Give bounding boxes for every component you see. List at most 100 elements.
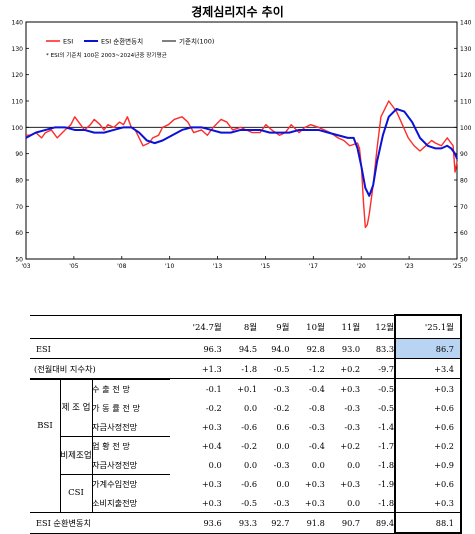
x-tick-label: '23	[404, 263, 413, 270]
group-label-bsi: BSI	[37, 421, 53, 432]
y-tick-label: 60	[15, 230, 23, 237]
series-esi-line	[26, 100, 458, 229]
legend-esi-label: ESI	[63, 38, 73, 46]
table-cell: 0.0	[208, 459, 222, 470]
table-row-sub: 자금사정전망 +0.3 -0.6 0.6 -0.3 -0.3 -1.4 +0.6	[30, 417, 462, 436]
table-row-sub: 가계수입전망 +0.3 -0.6 0.0 +0.3 +0.3 -1.9 +0.6	[30, 474, 462, 493]
y-tick-label: 70	[15, 204, 23, 211]
table-cell-current: +3.4	[394, 358, 462, 379]
y-tick-label-right: 50	[460, 257, 468, 264]
table-cell-current: +0.3	[394, 378, 462, 398]
legend-cyclical-label: ESI 순환변동치	[101, 37, 143, 46]
table-cell: -0.2	[205, 402, 222, 413]
y-tick-label-right: 110	[460, 99, 472, 106]
table-row-sub: 자금사정전망 0.0 0.0 -0.3 0.0 0.0 -1.8 +0.9	[30, 455, 462, 474]
x-tick-label: '25	[452, 263, 461, 270]
row-label: (전월대비 지수차)	[30, 358, 170, 379]
table-cell: +1.3	[170, 358, 222, 379]
x-tick-label: '03	[21, 263, 30, 270]
group-label-nonmanufacturing: 비제조업	[60, 451, 92, 461]
row-label: 자금사정전망	[92, 459, 138, 470]
row-label: 수 출 전 망	[92, 383, 130, 394]
table-cell: -0.4	[309, 383, 325, 394]
x-tick-label: '10	[165, 263, 174, 270]
row-label: 업 황 전 망	[92, 440, 130, 451]
table-cell-current: +0.2	[394, 436, 462, 455]
y-tick-label-right: 70	[460, 204, 468, 211]
table-cell: -0.8	[309, 402, 325, 413]
chart-title: 경제심리지수 추이	[191, 5, 284, 19]
table-row-sub: 업 황 전 망 +0.4 -0.2 0.0 -0.4 +0.2 -1.7 +0.2	[30, 436, 462, 455]
table-cell: -0.3	[273, 383, 290, 394]
table-cell: +0.3	[201, 421, 222, 432]
table-cell: -0.6	[241, 478, 258, 489]
table-cell: 91.8	[289, 512, 325, 534]
table-cell: +0.2	[340, 440, 361, 451]
x-tick-label: '17	[309, 263, 318, 270]
table-cell-current: +0.6	[394, 398, 462, 417]
table-cell: +0.3	[340, 478, 361, 489]
table-cell: 94.5	[221, 338, 258, 359]
table-cell: 0.0	[276, 478, 290, 489]
table-cell: +0.1	[237, 383, 258, 394]
y-tick-label-right: 80	[460, 178, 468, 185]
row-label: 가계수입전망	[92, 478, 138, 489]
table-cell: 0.0	[276, 440, 290, 451]
table-cell: 93.3	[221, 512, 258, 534]
y-tick-label-right: 120	[460, 72, 472, 79]
y-tick-label-right: 130	[460, 46, 472, 53]
y-tick-label: 90	[15, 151, 23, 158]
table-cell-current: 88.1	[394, 512, 462, 534]
table-cell: -0.2	[273, 402, 290, 413]
table-cell: 93.6	[170, 512, 222, 534]
chart-note: * ESI의 기준치 100은 2003~2024년중 장기평균	[46, 51, 167, 59]
table-cell: 93.0	[324, 338, 361, 359]
table-cell: -0.3	[309, 421, 325, 432]
table-row-mom: (전월대비 지수차) +1.3 -1.8 -0.5 -1.2 +0.2 -9.7…	[30, 358, 462, 379]
table-cell: 92.7	[257, 512, 290, 534]
table-cell: -1.7	[378, 440, 395, 451]
col-header: 12월	[360, 314, 396, 339]
col-header: 11월	[324, 314, 361, 339]
row-label: 가 동 률 전 망	[92, 402, 141, 413]
x-tick-label: '20	[357, 263, 366, 270]
table-cell: -0.3	[273, 459, 290, 470]
table-cell: 94.0	[257, 338, 290, 359]
y-tick-label: 110	[12, 99, 24, 106]
y-tick-label: 120	[12, 72, 24, 79]
table-cell: +0.3	[304, 497, 325, 508]
group-label-manufacturing: 제 조 업	[61, 403, 91, 414]
table-cell-current: 86.7	[394, 338, 462, 359]
table-header-row: '24.7월 8월 9월 10월 11월 12월 '25.1월	[30, 314, 462, 339]
table-cell: +0.3	[201, 478, 222, 489]
table-row-sub: 가 동 률 전 망 -0.2 0.0 -0.2 -0.8 -0.3 -0.5 +0.6	[30, 398, 462, 417]
col-header: 10월	[289, 314, 325, 339]
table-cell: 0.0	[244, 402, 258, 413]
y-tick-label-right: 60	[460, 230, 468, 237]
header-blank	[30, 314, 170, 339]
y-tick-label-right: 90	[460, 151, 468, 158]
x-tick-label: '15	[261, 263, 270, 270]
table-cell-current: +0.9	[394, 455, 462, 474]
table-cell: -0.5	[378, 402, 395, 413]
y-tick-label: 50	[15, 257, 23, 264]
row-label: 자금사정전망	[92, 421, 138, 432]
col-header: 8월	[221, 314, 258, 339]
table-cell: -1.9	[378, 478, 395, 489]
y-tick-label-right: 100	[460, 125, 472, 132]
table-cell: 0.6	[276, 421, 290, 432]
table-cell: 90.7	[324, 512, 361, 534]
y-tick-label-right: 140	[460, 20, 472, 27]
table-cell-current: +0.6	[394, 417, 462, 436]
x-tick-label: '05	[69, 263, 78, 270]
table-cell: +0.2	[324, 358, 361, 379]
table-cell: -1.4	[378, 421, 395, 432]
col-header-current: '25.1월	[394, 314, 462, 339]
col-header: 9월	[257, 314, 290, 339]
esi-data-table: '24.7월 8월 9월 10월 11월 12월 '25.1월 ESI 96.3…	[30, 314, 462, 534]
series-cyclical-line	[25, 107, 458, 197]
table-cell: -9.7	[360, 358, 396, 379]
table-cell: -0.5	[241, 497, 258, 508]
table-cell: +0.3	[201, 497, 222, 508]
y-tick-label: 100	[12, 125, 24, 132]
